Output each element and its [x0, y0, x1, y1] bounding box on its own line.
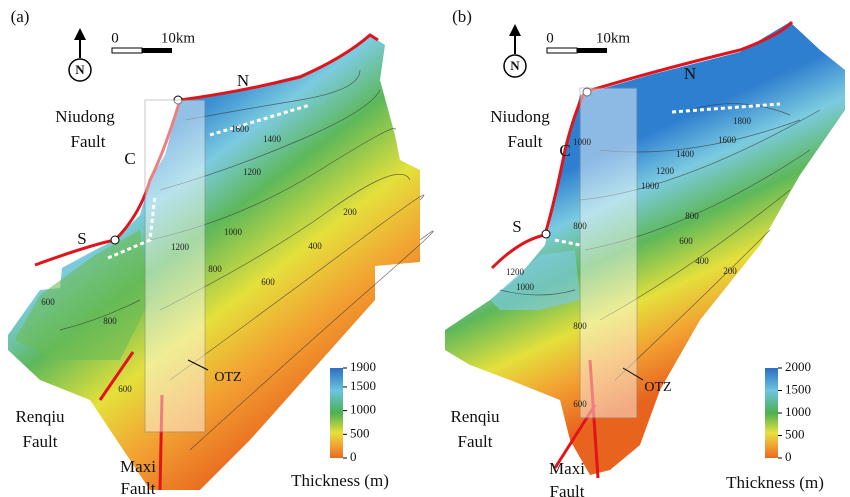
- zone-label: OTZ: [644, 380, 671, 395]
- colorbar-tick-label: 500: [785, 426, 805, 441]
- point-label: S: [512, 217, 521, 236]
- contour-label: 1000: [224, 227, 243, 237]
- fault-label: Fault: [121, 479, 156, 497]
- contour-label: 1400: [676, 149, 695, 159]
- contour-label: 1200: [171, 242, 190, 252]
- fault-label: Fault: [508, 132, 543, 151]
- fault-label: Fault: [550, 482, 585, 497]
- thickness-map: [8, 35, 420, 490]
- fault-label: Maxi: [120, 457, 156, 476]
- fault-label: Fault: [71, 132, 106, 151]
- scale-label: 0: [111, 30, 119, 46]
- contour-label: 1200: [656, 166, 675, 176]
- point-label: N: [684, 64, 696, 83]
- north-label: N: [75, 62, 85, 77]
- scale-label: 10km: [596, 30, 631, 46]
- colorbar-tick-label: 1000: [785, 404, 811, 419]
- zone-label: OTZ: [214, 370, 241, 385]
- fault-label: Renqiu: [450, 407, 500, 426]
- panel-label: (b): [452, 7, 472, 26]
- fault-label: Renqiu: [15, 407, 65, 426]
- contour-label: 1000: [573, 137, 592, 147]
- point-marker: [542, 230, 550, 238]
- contour-label: 800: [573, 321, 587, 331]
- point-marker: [111, 236, 119, 244]
- contour-label: 1600: [718, 135, 737, 145]
- contour-label: 800: [208, 264, 222, 274]
- contour-label: 800: [685, 211, 699, 221]
- colorbar-tick-label: 1500: [785, 381, 811, 396]
- contour-label: 600: [118, 384, 132, 394]
- point-label: N: [237, 71, 249, 90]
- fault-label: Fault: [23, 432, 58, 451]
- panel-label: (a): [11, 7, 30, 26]
- colorbar-tick-label: 1900: [350, 359, 376, 374]
- contour-label: 1400: [263, 134, 282, 144]
- fault-label: Niudong: [490, 107, 550, 126]
- point-label: C: [559, 141, 570, 160]
- contour-label: 600: [679, 236, 693, 246]
- colorbar-tick-label: 1500: [350, 378, 376, 393]
- contour-label: 600: [41, 297, 55, 307]
- north-label: N: [510, 58, 520, 73]
- contour-label: 200: [343, 207, 357, 217]
- contour-label: 200: [723, 266, 737, 276]
- contour-label: 1600: [231, 124, 250, 134]
- contour-label: 1000: [516, 282, 535, 292]
- contour-label: 400: [308, 241, 322, 251]
- contour-label: 800: [573, 221, 587, 231]
- fault-label: Fault: [458, 432, 493, 451]
- point-label: S: [77, 229, 86, 248]
- fault-label: Maxi: [549, 459, 585, 478]
- colorbar-tick-label: 2000: [785, 359, 811, 374]
- fault-label: Niudong: [55, 107, 115, 126]
- colorbar-tick-label: 0: [350, 449, 357, 464]
- contour-label: 1200: [243, 167, 262, 177]
- point-label: C: [124, 149, 135, 168]
- scale-label: 0: [546, 30, 554, 46]
- contour-label: 600: [261, 277, 275, 287]
- colorbar: [765, 368, 778, 458]
- colorbar-tick-label: 0: [785, 449, 792, 464]
- colorbar-title: Thickness (m): [726, 473, 824, 492]
- contour-label: 400: [695, 256, 709, 266]
- contour-label: 1200: [506, 267, 525, 277]
- figure: (a) N 0 10km N C S Niudong Fault Renqiu Fault Maxi F…: [0, 0, 850, 497]
- contour-label: 1800: [733, 116, 752, 126]
- scale-label: 10km: [161, 30, 196, 46]
- colorbar-tick-label: 1000: [350, 402, 376, 417]
- contour-label: 1000: [641, 181, 660, 191]
- map-a: [8, 35, 433, 490]
- contour-label: 800: [103, 316, 117, 326]
- otz-zone: [145, 100, 205, 432]
- colorbar: [330, 368, 343, 458]
- colorbar-title: Thickness (m): [291, 471, 389, 490]
- contour-label: 600: [573, 399, 587, 409]
- colorbar-tick-label: 500: [350, 425, 370, 440]
